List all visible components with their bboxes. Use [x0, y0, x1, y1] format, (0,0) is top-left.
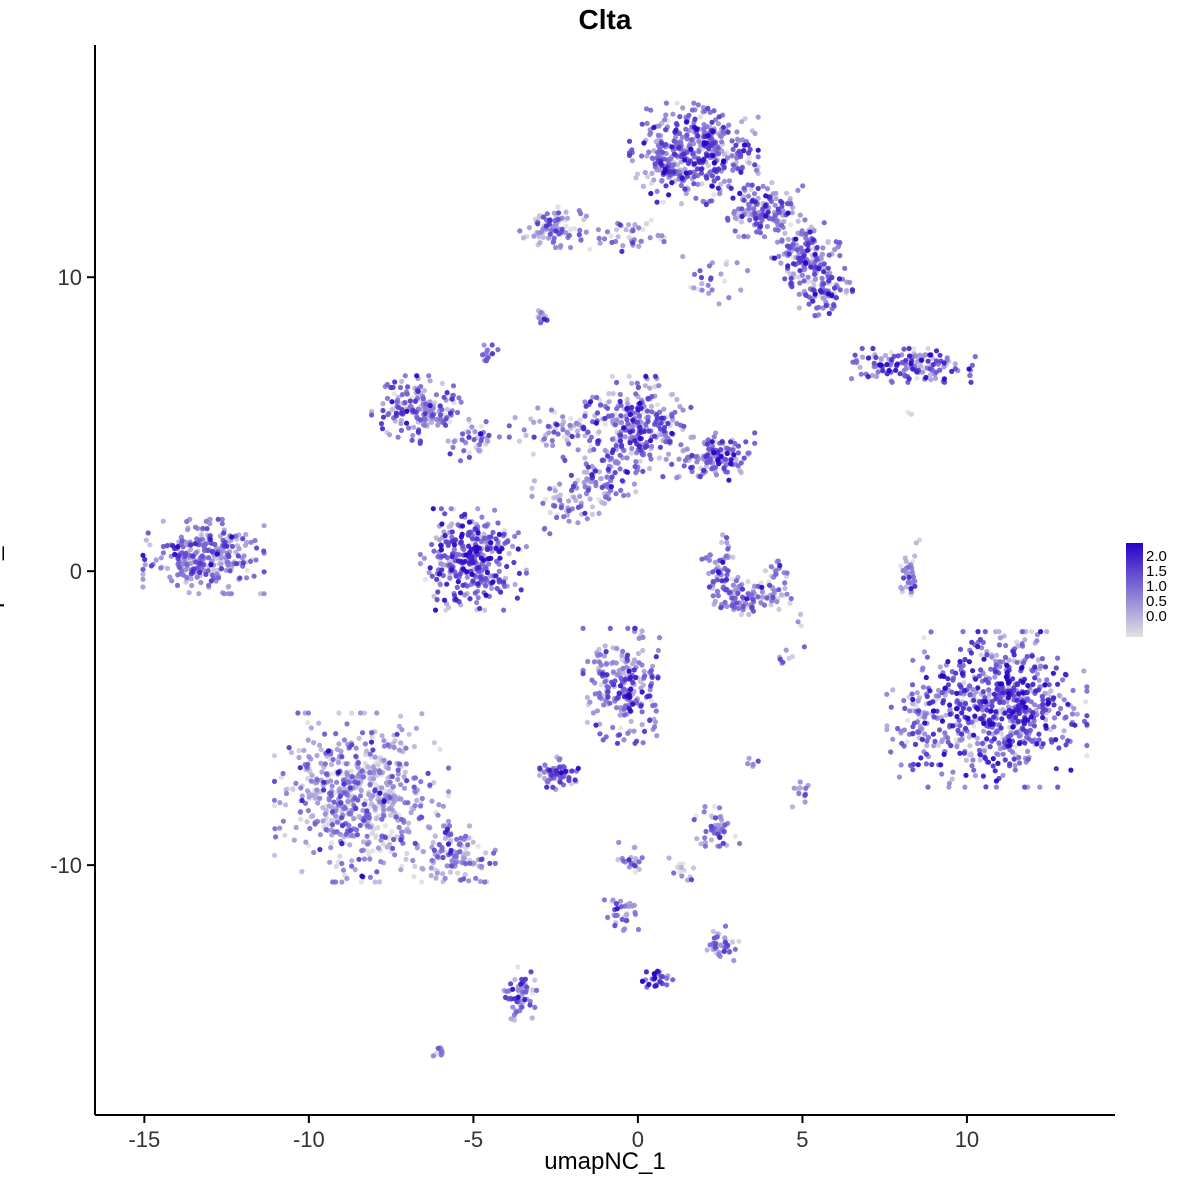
- legend-gradient-bar: [1126, 543, 1143, 637]
- legend-tick-label: 0.0: [1146, 608, 1167, 625]
- y-tick-label: 0: [70, 559, 82, 584]
- y-tick-label: -10: [50, 853, 82, 878]
- axes-layer: -15 -10 -5 0 5 10 -10 0 10: [50, 45, 1115, 1152]
- legend-tick-label: 0.5: [1146, 593, 1167, 610]
- x-tick-label: 10: [955, 1127, 979, 1152]
- plot-title: Clta: [578, 4, 632, 35]
- points-layer: [140, 100, 1090, 1059]
- legend-tick-label: 2.0: [1146, 548, 1167, 565]
- x-tick-label: -15: [128, 1127, 160, 1152]
- x-tick-label: -5: [464, 1127, 484, 1152]
- x-axis-label: umapNC_1: [544, 1148, 666, 1175]
- legend: 2.0 1.5 1.0 0.5 0.0: [1126, 543, 1167, 637]
- legend-labels: 2.0 1.5 1.0 0.5 0.0: [1146, 548, 1167, 624]
- y-tick-label: 10: [58, 265, 82, 290]
- x-tick-label: 5: [796, 1127, 808, 1152]
- x-tick-label: 0: [632, 1127, 644, 1152]
- legend-tick-label: 1.5: [1146, 563, 1167, 580]
- legend-tick-label: 1.0: [1146, 578, 1167, 595]
- x-tick-label: -10: [293, 1127, 325, 1152]
- y-axis-label: umapNC_2: [0, 533, 5, 655]
